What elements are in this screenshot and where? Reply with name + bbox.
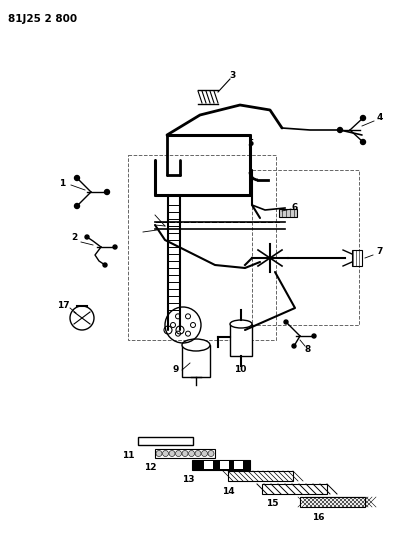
Text: 10: 10 <box>234 366 246 375</box>
Bar <box>182 345 210 377</box>
Bar <box>230 324 252 356</box>
Text: 11: 11 <box>122 450 134 459</box>
Text: 4: 4 <box>377 114 383 123</box>
Circle shape <box>103 263 107 267</box>
Bar <box>138 437 193 445</box>
Bar <box>228 471 293 481</box>
Circle shape <box>312 334 316 338</box>
Bar <box>192 460 250 470</box>
Bar <box>155 449 215 458</box>
Text: 12: 12 <box>144 463 156 472</box>
Circle shape <box>175 450 182 456</box>
Circle shape <box>169 450 175 456</box>
Circle shape <box>85 235 89 239</box>
Circle shape <box>360 140 366 144</box>
Text: 15: 15 <box>266 499 278 508</box>
Bar <box>128 155 276 340</box>
Bar <box>279 209 297 217</box>
Circle shape <box>202 450 207 456</box>
Text: 6: 6 <box>292 203 298 212</box>
Circle shape <box>156 450 162 456</box>
Circle shape <box>182 450 188 456</box>
Bar <box>262 484 327 494</box>
Text: 7: 7 <box>377 247 383 256</box>
Text: 8: 8 <box>305 345 311 354</box>
Text: 17: 17 <box>57 301 69 310</box>
Circle shape <box>360 116 366 120</box>
Bar <box>300 497 365 507</box>
Circle shape <box>74 204 79 208</box>
Circle shape <box>113 245 117 249</box>
Text: 9: 9 <box>173 366 179 375</box>
Ellipse shape <box>230 320 252 328</box>
Circle shape <box>74 175 79 181</box>
Circle shape <box>195 450 201 456</box>
Ellipse shape <box>182 339 210 351</box>
Text: 1: 1 <box>59 179 65 188</box>
Text: 16: 16 <box>312 513 324 521</box>
Bar <box>352 250 362 266</box>
Circle shape <box>189 450 195 456</box>
Circle shape <box>208 450 214 456</box>
Text: 5: 5 <box>247 139 253 148</box>
Circle shape <box>337 127 342 133</box>
Circle shape <box>292 344 296 348</box>
Text: 14: 14 <box>222 487 234 496</box>
Bar <box>220 461 229 469</box>
Text: 2: 2 <box>71 233 77 243</box>
Bar <box>204 461 213 469</box>
Bar <box>252 170 359 325</box>
Circle shape <box>162 450 169 456</box>
Text: 13: 13 <box>182 475 194 484</box>
Text: 3: 3 <box>229 70 235 79</box>
Circle shape <box>284 320 288 324</box>
Bar <box>234 461 243 469</box>
Circle shape <box>105 190 110 195</box>
Text: 81J25 2 800: 81J25 2 800 <box>8 14 77 24</box>
